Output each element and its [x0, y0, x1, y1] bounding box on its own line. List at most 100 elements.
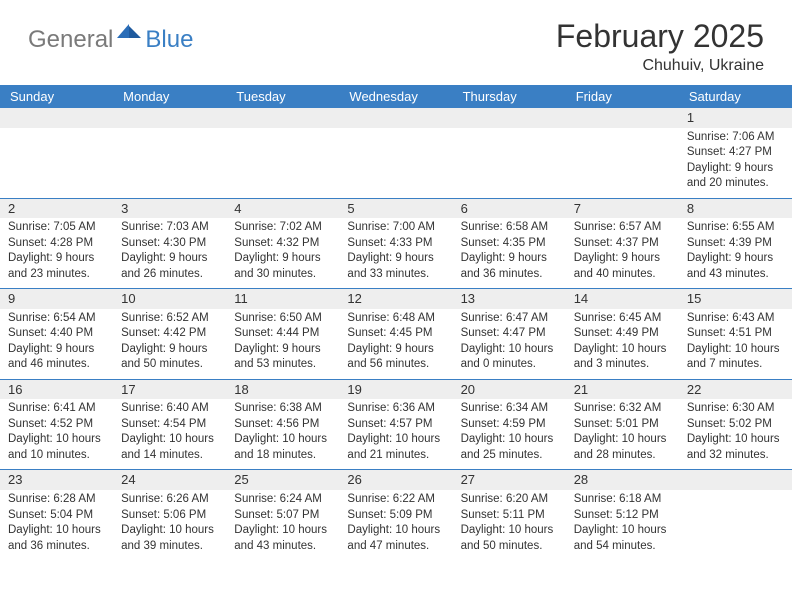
sunset-line: Sunset: 5:06 PM [121, 508, 218, 524]
sunrise-line: Sunrise: 7:03 AM [121, 220, 218, 236]
day-number: 26 [339, 470, 452, 490]
weekday-header: Tuesday [226, 85, 339, 108]
daylight-line: Daylight: 9 hours and 50 minutes. [121, 342, 218, 373]
calendar-table: SundayMondayTuesdayWednesdayThursdayFrid… [0, 85, 792, 560]
day-number: 25 [226, 470, 339, 490]
day-number: 7 [566, 199, 679, 219]
sunrise-line: Sunrise: 7:02 AM [234, 220, 331, 236]
day-number: 10 [113, 289, 226, 309]
sunrise-line: Sunrise: 6:50 AM [234, 311, 331, 327]
daylight-line: Daylight: 9 hours and 53 minutes. [234, 342, 331, 373]
calendar-day-cell: 12Sunrise: 6:48 AMSunset: 4:45 PMDayligh… [339, 289, 452, 380]
calendar-day-cell [566, 108, 679, 198]
calendar-day-cell: 24Sunrise: 6:26 AMSunset: 5:06 PMDayligh… [113, 470, 226, 560]
daylight-line: Daylight: 9 hours and 26 minutes. [121, 251, 218, 282]
calendar-day-cell: 11 Sunrise: 6:50 AMSunset: 4:44 PMDayligh… [226, 289, 339, 380]
calendar-day-cell: 26Sunrise: 6:22 AMSunset: 5:09 PMDayligh… [339, 470, 452, 560]
sunset-line: Sunset: 4:44 PM [234, 326, 331, 342]
calendar-day-cell: 2Sunrise: 7:05 AMSunset: 4:28 PMDaylight… [0, 198, 113, 289]
weekday-header-row: SundayMondayTuesdayWednesdayThursdayFrid… [0, 85, 792, 108]
sunset-line: Sunset: 5:01 PM [574, 417, 671, 433]
day-number: 2 [0, 199, 113, 219]
day-number: 17 [113, 380, 226, 400]
sunset-line: Sunset: 4:57 PM [347, 417, 444, 433]
calendar-day-cell: 19Sunrise: 6:36 AMSunset: 4:57 PMDayligh… [339, 379, 452, 470]
sunset-line: Sunset: 5:07 PM [234, 508, 331, 524]
sunrise-line: Sunrise: 6:47 AM [461, 311, 558, 327]
day-number: 9 [0, 289, 113, 309]
day-number-strip [679, 470, 792, 490]
daylight-line: Daylight: 10 hours and 43 minutes. [234, 523, 331, 554]
sunset-line: Sunset: 4:49 PM [574, 326, 671, 342]
flag-icon [117, 24, 143, 47]
sunrise-line: Sunrise: 6:52 AM [121, 311, 218, 327]
calendar-day-cell: 15Sunrise: 6:43 AMSunset: 4:51 PMDayligh… [679, 289, 792, 380]
sunset-line: Sunset: 4:40 PM [8, 326, 105, 342]
calendar-day-cell [339, 108, 452, 198]
sunrise-line: Sunrise: 6:55 AM [687, 220, 784, 236]
day-number-strip [226, 108, 339, 128]
day-number: 14 [566, 289, 679, 309]
day-number: 21 [566, 380, 679, 400]
calendar-week-row: 23Sunrise: 6:28 AMSunset: 5:04 PMDayligh… [0, 470, 792, 560]
daylight-line: Daylight: 10 hours and 25 minutes. [461, 432, 558, 463]
calendar-day-cell: 14 Sunrise: 6:45 AMSunset: 4:49 PMDayligh… [566, 289, 679, 380]
day-number: 5 [339, 199, 452, 219]
sunrise-line: Sunrise: 6:20 AM [461, 492, 558, 508]
daylight-line: Daylight: 10 hours and 18 minutes. [234, 432, 331, 463]
daylight-line: Daylight: 10 hours and 7 minutes. [687, 342, 784, 373]
day-number: 3 [113, 199, 226, 219]
sunset-line: Sunset: 4:39 PM [687, 236, 784, 252]
daylight-line: Daylight: 10 hours and 10 minutes. [8, 432, 105, 463]
weekday-header: Sunday [0, 85, 113, 108]
calendar-day-cell [0, 108, 113, 198]
daylight-line: Daylight: 9 hours and 33 minutes. [347, 251, 444, 282]
sunset-line: Sunset: 4:59 PM [461, 417, 558, 433]
day-number-strip [0, 108, 113, 128]
sunrise-line: Sunrise: 6:34 AM [461, 401, 558, 417]
calendar-day-cell: 4Sunrise: 7:02 AMSunset: 4:32 PMDaylight… [226, 198, 339, 289]
calendar-week-row: 2Sunrise: 7:05 AMSunset: 4:28 PMDaylight… [0, 198, 792, 289]
day-number: 4 [226, 199, 339, 219]
calendar-day-cell: 16Sunrise: 6:41 AMSunset: 4:52 PMDayligh… [0, 379, 113, 470]
daylight-line: Daylight: 9 hours and 36 minutes. [461, 251, 558, 282]
day-number: 8 [679, 199, 792, 219]
calendar-day-cell [226, 108, 339, 198]
daylight-line: Daylight: 10 hours and 36 minutes. [8, 523, 105, 554]
daylight-line: Daylight: 10 hours and 21 minutes. [347, 432, 444, 463]
sunrise-line: Sunrise: 6:45 AM [574, 311, 671, 327]
sunrise-line: Sunrise: 6:18 AM [574, 492, 671, 508]
weekday-header: Thursday [453, 85, 566, 108]
day-number: 22 [679, 380, 792, 400]
sunset-line: Sunset: 4:54 PM [121, 417, 218, 433]
weekday-header: Saturday [679, 85, 792, 108]
sunset-line: Sunset: 4:33 PM [347, 236, 444, 252]
calendar-day-cell: 3Sunrise: 7:03 AMSunset: 4:30 PMDaylight… [113, 198, 226, 289]
brand-word1: General [28, 26, 113, 54]
daylight-line: Daylight: 10 hours and 14 minutes. [121, 432, 218, 463]
sunset-line: Sunset: 5:11 PM [461, 508, 558, 524]
sunrise-line: Sunrise: 6:54 AM [8, 311, 105, 327]
day-number: 15 [679, 289, 792, 309]
sunset-line: Sunset: 4:27 PM [687, 145, 784, 161]
sunset-line: Sunset: 4:52 PM [8, 417, 105, 433]
day-number: 11 [226, 289, 339, 309]
sunrise-line: Sunrise: 7:06 AM [687, 130, 784, 146]
daylight-line: Daylight: 10 hours and 47 minutes. [347, 523, 444, 554]
sunrise-line: Sunrise: 7:00 AM [347, 220, 444, 236]
calendar-week-row: 16Sunrise: 6:41 AMSunset: 4:52 PMDayligh… [0, 379, 792, 470]
weekday-header: Monday [113, 85, 226, 108]
day-number-strip [566, 108, 679, 128]
sunrise-line: Sunrise: 6:38 AM [234, 401, 331, 417]
day-number: 27 [453, 470, 566, 490]
day-number: 6 [453, 199, 566, 219]
sunset-line: Sunset: 4:32 PM [234, 236, 331, 252]
sunrise-line: Sunrise: 6:40 AM [121, 401, 218, 417]
calendar-day-cell: 7Sunrise: 6:57 AMSunset: 4:37 PMDaylight… [566, 198, 679, 289]
daylight-line: Daylight: 10 hours and 3 minutes. [574, 342, 671, 373]
sunrise-line: Sunrise: 6:24 AM [234, 492, 331, 508]
month-title: February 2025 [556, 18, 764, 55]
calendar-day-cell: 1Sunrise: 7:06 AMSunset: 4:27 PMDaylight… [679, 108, 792, 198]
calendar-day-cell: 23Sunrise: 6:28 AMSunset: 5:04 PMDayligh… [0, 470, 113, 560]
sunrise-line: Sunrise: 6:57 AM [574, 220, 671, 236]
